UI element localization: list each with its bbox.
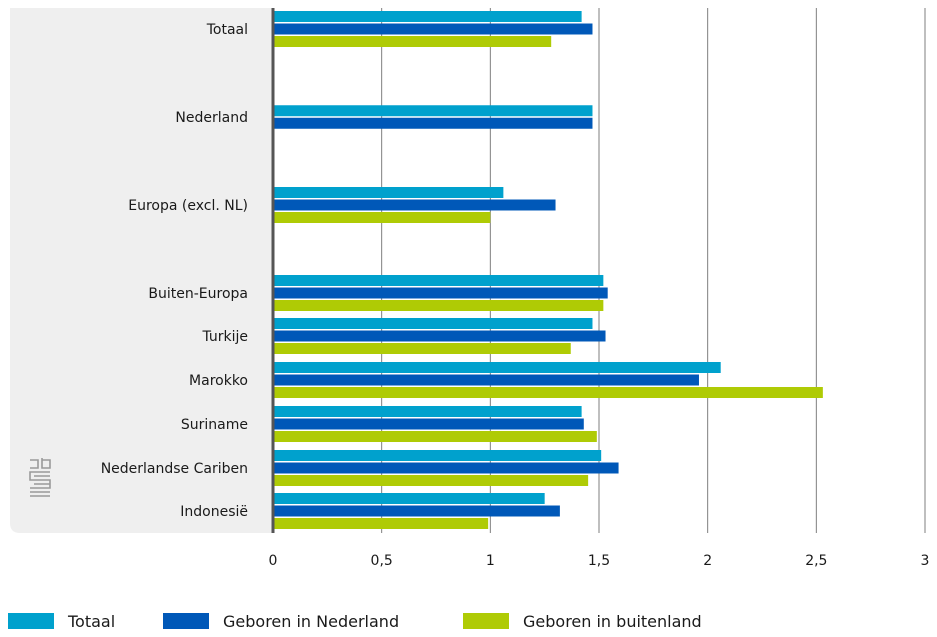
category-label: Buiten-Europa: [148, 286, 248, 302]
bar-3: [273, 343, 571, 354]
x-tick-label: 0: [269, 553, 278, 569]
category-label: Totaal: [206, 22, 248, 38]
bar-3: [273, 475, 589, 486]
x-tick-labels: 0 0,5 1 1,5 2 2,5 3: [269, 553, 930, 569]
x-tick-label: 1,5: [588, 553, 610, 569]
category-label: Europa (excl. NL): [128, 198, 248, 214]
x-tick-label: 0,5: [371, 553, 393, 569]
bar-2: [273, 462, 619, 474]
grid-lines: [381, 8, 926, 533]
legend: Totaal Geboren in Nederland Geboren in bui…: [8, 612, 702, 631]
category-labels: Totaal Nederland Europa (excl. NL) Buiten-E…: [101, 22, 248, 520]
x-tick-label: 2: [703, 553, 712, 569]
x-tick-label: 3: [921, 553, 930, 569]
bar-3: [273, 36, 552, 47]
bar-2: [273, 418, 584, 430]
category-panel-background: [10, 8, 273, 533]
bar-1: [273, 362, 721, 373]
bar-2: [273, 374, 699, 386]
bars: [273, 11, 823, 529]
bar-3: [273, 300, 604, 311]
legend-label: Totaal: [67, 612, 115, 631]
x-tick-label: 2,5: [805, 553, 827, 569]
bar-1: [273, 275, 604, 286]
bar-2: [273, 23, 593, 35]
category-label: Marokko: [189, 373, 248, 389]
bar-2: [273, 287, 608, 299]
bar-1: [273, 11, 582, 22]
legend-swatch: [8, 613, 54, 629]
bar-3: [273, 387, 823, 398]
x-tick-label: 1: [486, 553, 495, 569]
bar-2: [273, 117, 593, 129]
bar-1: [273, 105, 593, 117]
bar-3: [273, 431, 597, 442]
bar-2: [273, 330, 606, 342]
bar-3: [273, 518, 489, 529]
bar-1: [273, 406, 582, 417]
bar-1: [273, 318, 593, 329]
bar-2: [273, 199, 556, 211]
category-label: Suriname: [181, 417, 248, 433]
category-label: Turkije: [201, 329, 248, 345]
bar-1: [273, 450, 602, 461]
legend-swatch: [463, 613, 509, 629]
cbs-logo-icon: [29, 458, 51, 497]
bar-1: [273, 187, 504, 198]
bar-3: [273, 212, 491, 223]
category-label: Nederland: [175, 110, 248, 126]
legend-swatch: [163, 613, 209, 629]
bar-1: [273, 493, 545, 504]
category-label: Indonesië: [180, 504, 248, 520]
legend-label: Geboren in Nederland: [223, 612, 399, 631]
legend-label: Geboren in buitenland: [523, 612, 702, 631]
category-label: Nederlandse Cariben: [101, 461, 248, 477]
bar-2: [273, 505, 560, 517]
